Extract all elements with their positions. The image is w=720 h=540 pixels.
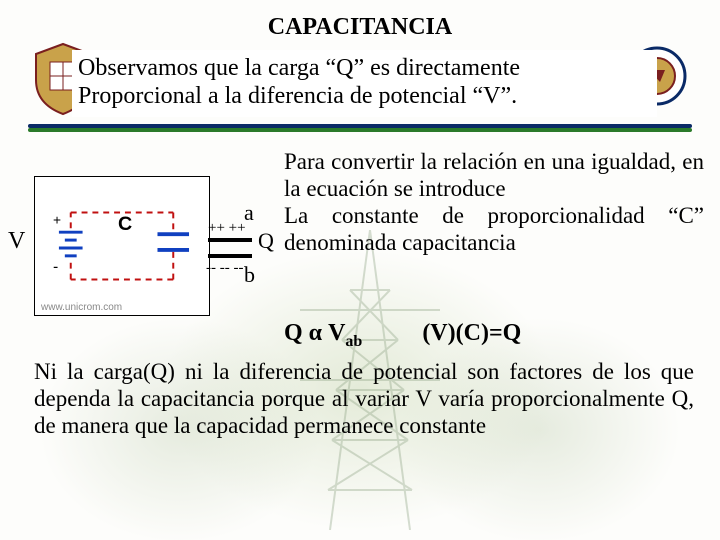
formula-left-sub: ab (345, 333, 362, 350)
cap-charge-q: Q (258, 228, 274, 254)
formula-left-pre: Q α V (284, 320, 345, 346)
circuit-diagram: + - C www.unicrom.com (34, 176, 210, 316)
cap-label-c: C (118, 213, 132, 235)
divider-rule (28, 124, 692, 134)
highlight-line-1: Observamos que la carga “Q” es directame… (78, 54, 651, 82)
svg-text:-- -- --: -- -- -- (206, 260, 243, 276)
paragraph-right: Para convertir la relación en una iguald… (284, 148, 704, 257)
battery-minus: - (53, 259, 58, 276)
voltage-label: V (8, 228, 25, 255)
formula-proportional: Q α Vab (284, 320, 362, 351)
cap-node-b: b (244, 262, 255, 288)
cap-node-a: a (244, 200, 254, 226)
slide-title: CAPACITANCIA (0, 14, 720, 41)
formula-equation: (V)(C)=Q (422, 320, 521, 347)
battery-plus: + (53, 212, 61, 227)
highlight-statement: Observamos que la carga “Q” es directame… (72, 50, 657, 117)
highlight-line-2: Proporcional a la diferencia de potencia… (78, 82, 651, 110)
paragraph-bottom: Ni la carga(Q) ni la diferencia de poten… (34, 358, 694, 439)
formula-row: Q α Vab (V)(C)=Q (284, 320, 704, 351)
circuit-credit: www.unicrom.com (41, 302, 122, 313)
svg-text:++ ++: ++ ++ (208, 220, 246, 236)
